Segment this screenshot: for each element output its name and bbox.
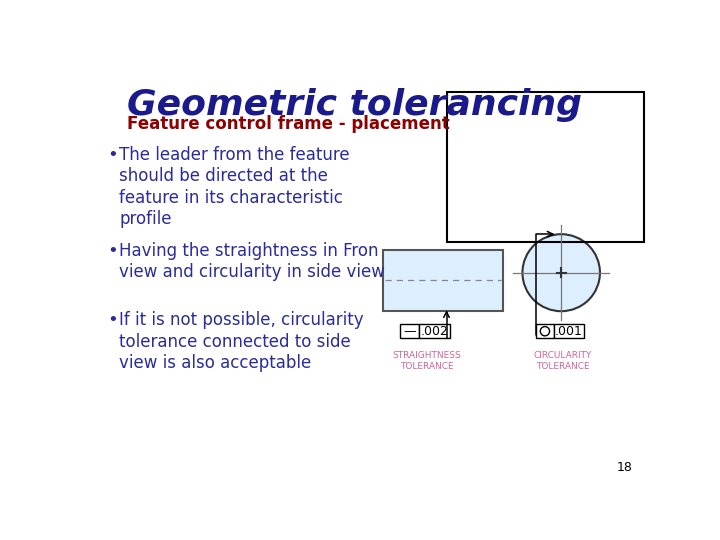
Bar bbox=[536, 325, 554, 338]
Text: view and circularity in side view: view and circularity in side view bbox=[120, 264, 385, 281]
Text: Having the straightness in Fron: Having the straightness in Fron bbox=[120, 242, 379, 260]
Bar bbox=[400, 325, 418, 338]
Text: .002: .002 bbox=[420, 325, 448, 338]
Text: 18: 18 bbox=[616, 462, 632, 475]
Bar bbox=[418, 325, 449, 338]
Bar bbox=[446, 92, 644, 242]
Text: CIRCULARITY
TOLERANCE: CIRCULARITY TOLERANCE bbox=[534, 351, 592, 370]
Text: If it is not possible, circularity: If it is not possible, circularity bbox=[120, 311, 364, 329]
Text: Geometric tolerancing: Geometric tolerancing bbox=[127, 88, 582, 122]
Text: should be directed at the: should be directed at the bbox=[120, 167, 328, 185]
Text: profile: profile bbox=[120, 211, 172, 228]
Text: feature in its characteristic: feature in its characteristic bbox=[120, 189, 343, 207]
Text: •: • bbox=[107, 242, 118, 260]
Circle shape bbox=[523, 234, 600, 311]
Text: tolerance connected to side: tolerance connected to side bbox=[120, 333, 351, 351]
Text: Feature control frame - placement: Feature control frame - placement bbox=[127, 115, 450, 133]
Text: •: • bbox=[107, 146, 118, 164]
Bar bbox=[554, 325, 584, 338]
Text: •: • bbox=[107, 311, 118, 329]
Text: The leader from the feature: The leader from the feature bbox=[120, 146, 350, 164]
Text: view is also acceptable: view is also acceptable bbox=[120, 354, 312, 372]
Bar bbox=[383, 249, 503, 311]
Text: —: — bbox=[403, 325, 415, 338]
Text: .001: .001 bbox=[555, 325, 583, 338]
Circle shape bbox=[540, 327, 549, 336]
Text: STRAIGHTNESS
TOLERANCE: STRAIGHTNESS TOLERANCE bbox=[392, 351, 462, 370]
